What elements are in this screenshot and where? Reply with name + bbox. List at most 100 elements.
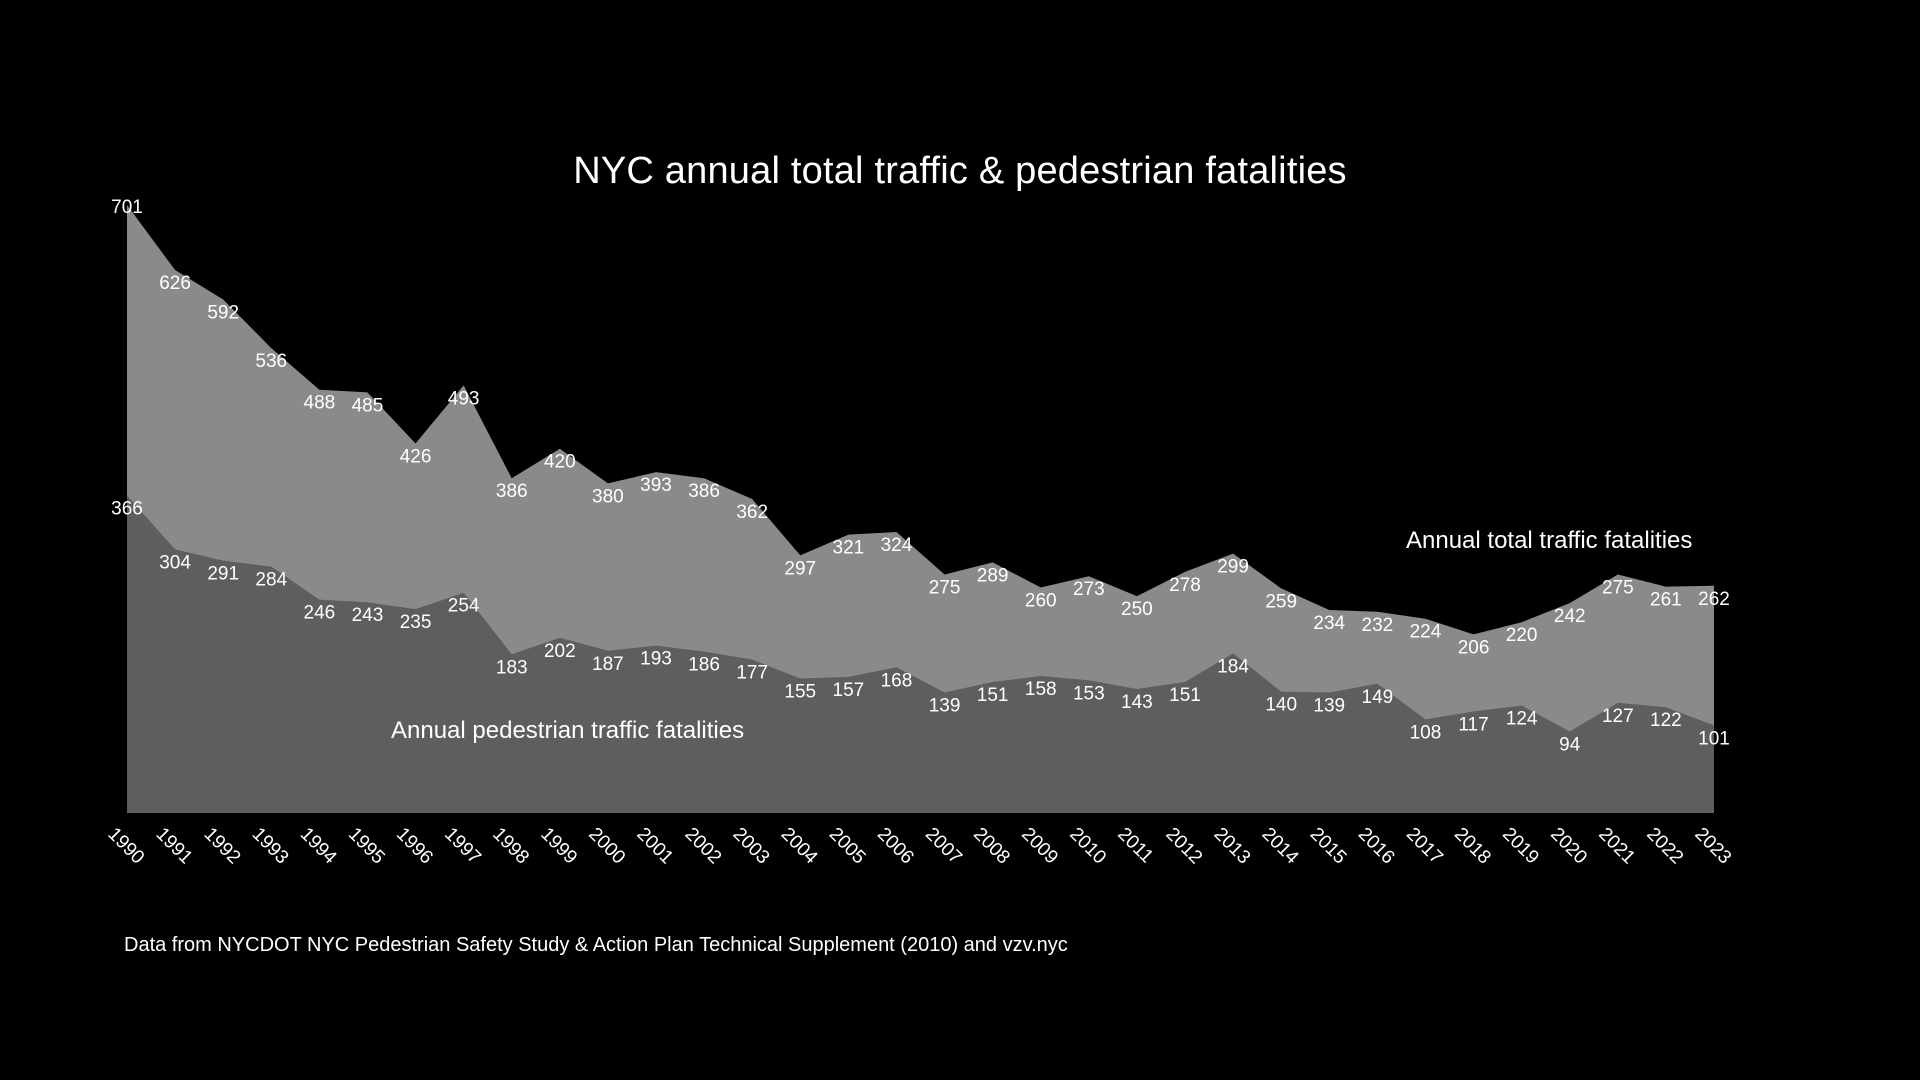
total-value-label-2018: 206	[1458, 637, 1490, 658]
total-value-label-2006: 324	[881, 535, 913, 556]
total-value-label-2022: 261	[1650, 590, 1682, 611]
pedestrian-value-label-1997: 254	[448, 596, 480, 617]
pedestrian-value-label-2016: 149	[1362, 687, 1394, 708]
pedestrian-value-label-2015: 139	[1313, 695, 1345, 716]
x-tick-label-1992: 1992	[200, 824, 245, 869]
x-tick-label-2014: 2014	[1258, 824, 1303, 869]
total-series-label: Annual total traffic fatalities	[1406, 527, 1692, 554]
pedestrian-value-label-2010: 153	[1073, 683, 1105, 704]
total-value-label-2008: 289	[977, 565, 1009, 586]
total-value-label-2005: 321	[833, 538, 865, 559]
x-tick-label-2003: 2003	[729, 824, 774, 869]
pedestrian-value-label-2019: 124	[1506, 708, 1538, 729]
pedestrian-value-label-2002: 186	[688, 655, 720, 676]
x-tick-label-1997: 1997	[440, 824, 485, 869]
total-value-label-1995: 485	[352, 395, 384, 416]
x-tick-label-2006: 2006	[873, 824, 918, 869]
x-tick-label-2007: 2007	[921, 824, 966, 869]
pedestrian-value-label-2011: 143	[1121, 692, 1153, 713]
pedestrian-value-label-2023: 101	[1698, 728, 1730, 749]
x-tick-label-2004: 2004	[777, 824, 822, 869]
pedestrian-series-label: Annual pedestrian traffic fatalities	[391, 717, 744, 744]
total-value-label-1994: 488	[304, 393, 336, 414]
x-tick-label-2011: 2011	[1113, 824, 1157, 868]
x-tick-label-2000: 2000	[584, 824, 629, 869]
total-value-label-1998: 386	[496, 481, 528, 502]
x-tick-label-2022: 2022	[1642, 824, 1687, 869]
x-tick-label-2010: 2010	[1065, 824, 1110, 869]
pedestrian-value-label-2022: 122	[1650, 710, 1682, 731]
pedestrian-value-label-1999: 202	[544, 641, 576, 662]
total-value-label-1999: 420	[544, 452, 576, 473]
pedestrian-value-label-1993: 284	[255, 570, 287, 591]
x-tick-label-2023: 2023	[1690, 824, 1735, 869]
total-value-label-2021: 275	[1602, 577, 1634, 598]
x-tick-label-1993: 1993	[248, 824, 293, 869]
total-value-label-2020: 242	[1554, 606, 1586, 627]
total-value-label-2014: 259	[1265, 591, 1297, 612]
x-tick-label-2005: 2005	[825, 824, 870, 869]
total-value-label-2011: 250	[1121, 599, 1153, 620]
x-tick-label-1996: 1996	[392, 824, 437, 869]
pedestrian-value-label-2003: 177	[736, 662, 768, 683]
pedestrian-fatalities-area	[127, 495, 1714, 813]
pedestrian-value-label-2008: 151	[977, 685, 1009, 706]
x-tick-label-1998: 1998	[488, 824, 533, 869]
total-value-label-2007: 275	[929, 577, 961, 598]
total-value-label-2009: 260	[1025, 590, 1057, 611]
x-tick-label-1990: 1990	[103, 824, 148, 869]
pedestrian-value-label-2014: 140	[1265, 695, 1297, 716]
pedestrian-value-label-2005: 157	[833, 680, 865, 701]
total-value-label-2003: 362	[736, 502, 768, 523]
pedestrian-value-label-1996: 235	[400, 612, 432, 633]
areas-layer	[127, 205, 1714, 813]
pedestrian-value-label-1990: 366	[111, 499, 143, 520]
total-value-label-1996: 426	[400, 447, 432, 468]
x-tick-label-2016: 2016	[1354, 824, 1399, 869]
pedestrian-value-label-1994: 246	[304, 603, 336, 624]
pedestrian-value-label-1992: 291	[207, 564, 239, 585]
total-value-label-2015: 234	[1313, 613, 1345, 634]
total-value-label-2010: 273	[1073, 579, 1105, 600]
x-tick-label-2017: 2017	[1402, 824, 1447, 869]
x-tick-label-1994: 1994	[296, 824, 341, 869]
pedestrian-value-label-2021: 127	[1602, 706, 1634, 727]
x-tick-label-1995: 1995	[344, 824, 389, 869]
pedestrian-value-label-2009: 158	[1025, 679, 1057, 700]
pedestrian-value-label-2013: 184	[1217, 656, 1249, 677]
total-value-label-2012: 278	[1169, 575, 1201, 596]
x-tick-label-2018: 2018	[1450, 824, 1495, 869]
pedestrian-value-label-2017: 108	[1410, 722, 1442, 743]
total-value-label-1990: 701	[111, 197, 143, 218]
x-axis-ticks: 1990 1991 1992 1993 1994 1995 1996 1997 1998 1999…	[103, 824, 1735, 869]
pedestrian-value-label-2000: 187	[592, 654, 624, 675]
pedestrian-value-label-2007: 139	[929, 695, 961, 716]
chart-title: NYC annual total traffic & pedestrian fa…	[573, 150, 1347, 192]
pedestrian-value-label-2018: 117	[1458, 715, 1488, 736]
total-value-label-2000: 380	[592, 486, 624, 507]
x-tick-label-2019: 2019	[1498, 824, 1543, 869]
x-tick-label-2015: 2015	[1306, 824, 1351, 869]
x-tick-label-2008: 2008	[969, 824, 1014, 869]
total-value-label-2002: 386	[688, 481, 720, 502]
total-value-label-1997: 493	[448, 388, 480, 409]
x-tick-label-2002: 2002	[681, 824, 726, 869]
pedestrian-value-label-1998: 183	[496, 657, 528, 678]
total-value-label-2017: 224	[1410, 622, 1442, 643]
total-value-label-2013: 299	[1217, 557, 1249, 578]
x-tick-label-2012: 2012	[1161, 824, 1206, 869]
total-value-label-2016: 232	[1362, 615, 1394, 636]
total-value-label-1991: 626	[159, 273, 191, 294]
pedestrian-value-label-2004: 155	[784, 682, 816, 703]
x-tick-label-2021: 2021	[1594, 824, 1639, 869]
total-value-label-1992: 592	[207, 303, 239, 324]
total-value-label-2023: 262	[1698, 589, 1730, 610]
pedestrian-value-label-2001: 193	[640, 649, 672, 670]
pedestrian-value-label-2020: 94	[1559, 734, 1581, 755]
pedestrian-value-label-2012: 151	[1169, 685, 1201, 706]
x-tick-label-2009: 2009	[1017, 824, 1062, 869]
x-tick-label-2001: 2001	[632, 824, 677, 869]
x-tick-label-2020: 2020	[1546, 824, 1591, 869]
total-value-label-2001: 393	[640, 475, 672, 496]
total-value-label-2019: 220	[1506, 625, 1538, 646]
